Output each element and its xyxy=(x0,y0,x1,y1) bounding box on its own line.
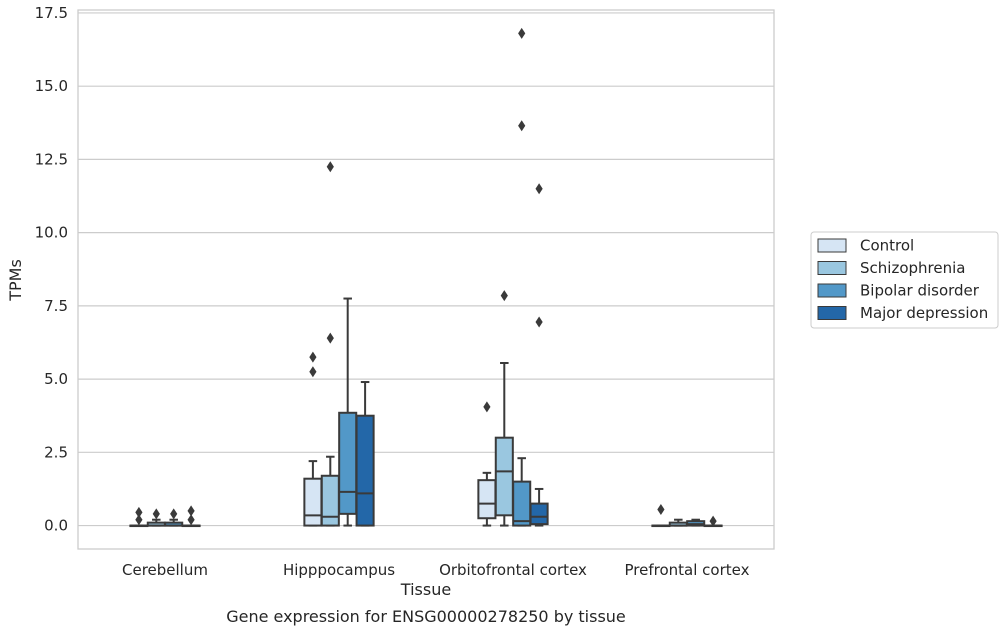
legend-swatch xyxy=(817,283,847,298)
box xyxy=(146,508,166,527)
box xyxy=(303,351,323,527)
grid-lines xyxy=(78,12,774,527)
legend-swatch xyxy=(817,261,847,275)
box xyxy=(494,290,514,527)
x-tick-label: Prefrontal cortex xyxy=(625,561,750,579)
x-tick-label: Hipppocampus xyxy=(283,561,395,579)
y-tick-label: 12.5 xyxy=(35,150,68,168)
box xyxy=(355,381,375,527)
legend-item: Control xyxy=(817,237,914,255)
outlier-point xyxy=(152,508,160,520)
legend-swatch xyxy=(817,238,847,253)
outlier-point xyxy=(309,351,317,363)
y-tick-label: 10.0 xyxy=(35,224,68,242)
legend-label: Control xyxy=(860,237,914,255)
outlier-point xyxy=(187,505,195,517)
x-tick-label: Orbitofrontal cortex xyxy=(439,561,587,579)
legend-swatch xyxy=(817,306,847,320)
outlier-point xyxy=(309,366,317,378)
legend-label: Major depression xyxy=(860,304,988,322)
box xyxy=(529,183,549,527)
y-axis-label: TPMs xyxy=(6,259,25,302)
outlier-point xyxy=(326,161,334,173)
y-tick-label: 5.0 xyxy=(44,370,68,388)
box xyxy=(164,508,184,527)
box-body xyxy=(338,411,358,515)
legend-label: Schizophrenia xyxy=(860,259,965,277)
box xyxy=(338,297,358,527)
y-tick-label: 17.5 xyxy=(35,4,68,22)
x-tick-labels: Cerebellum Hipppocampus Orbitofrontal cort… xyxy=(122,561,750,579)
box-body xyxy=(477,479,497,520)
legend-label: Bipolar disorder xyxy=(860,282,980,300)
outlier-point xyxy=(518,27,526,39)
box xyxy=(668,518,688,527)
outlier-point xyxy=(326,332,334,344)
outlier-point xyxy=(170,508,178,520)
outlier-point xyxy=(500,290,508,302)
box-body xyxy=(512,480,532,527)
y-tick-label: 2.5 xyxy=(44,443,68,461)
box xyxy=(651,503,671,528)
outlier-point xyxy=(535,183,543,195)
box-body xyxy=(529,502,549,526)
outlier-point xyxy=(135,514,143,526)
y-tick-label: 15.0 xyxy=(35,77,68,95)
box-body xyxy=(320,474,340,527)
series-bipolar-disorder xyxy=(164,27,706,527)
legend-item: Major depression xyxy=(817,304,988,322)
legend-item: Bipolar disorder xyxy=(817,282,980,300)
y-tick-label: 0.0 xyxy=(44,517,68,535)
box xyxy=(477,401,497,527)
legend-item: Schizophrenia xyxy=(817,259,965,277)
box xyxy=(512,27,532,527)
series-major-depression xyxy=(181,183,723,528)
series-schizophrenia xyxy=(146,161,688,527)
x-tick-label: Cerebellum xyxy=(122,561,208,579)
outlier-point xyxy=(483,401,491,413)
box xyxy=(686,518,706,527)
box xyxy=(320,161,340,527)
box xyxy=(181,505,201,528)
outlier-point xyxy=(518,120,526,132)
outlier-point xyxy=(657,503,665,515)
box-body xyxy=(303,477,323,527)
box xyxy=(703,515,723,528)
legend: Control Schizophrenia Bipolar disorder Majo… xyxy=(810,231,999,329)
y-tick-label: 7.5 xyxy=(44,297,68,315)
outlier-point xyxy=(535,316,543,328)
box-body xyxy=(355,414,375,527)
series-control xyxy=(129,351,671,528)
x-axis-label: Tissue xyxy=(400,580,451,599)
outlier-point xyxy=(709,515,717,527)
box-body xyxy=(494,436,514,517)
legend-frame xyxy=(810,231,999,329)
outlier-point xyxy=(187,514,195,526)
y-tick-labels: 0.0 2.5 5.0 7.5 10.0 12.5 15.0 17.5 xyxy=(35,4,68,535)
plot-frame xyxy=(77,9,775,550)
chart-caption: Gene expression for ENSG00000278250 by t… xyxy=(226,607,626,626)
box-series xyxy=(129,27,723,528)
box xyxy=(129,506,149,528)
outlier-point xyxy=(135,506,143,518)
